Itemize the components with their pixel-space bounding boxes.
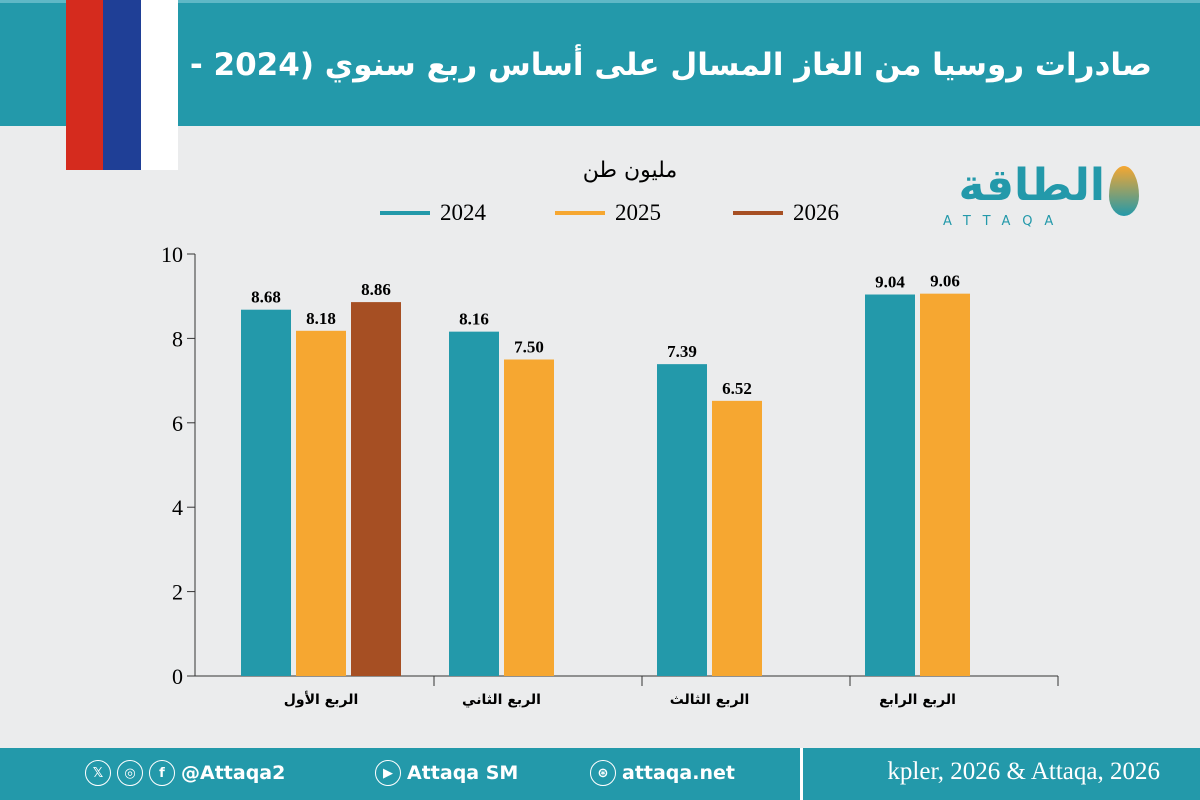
y-tick-label: 0 <box>172 664 183 689</box>
instagram-icon[interactable]: ◎ <box>117 760 143 786</box>
x-twitter-icon[interactable]: 𝕏 <box>85 760 111 786</box>
social-handle[interactable]: @Attaqa2 <box>181 762 286 784</box>
russia-flag <box>66 0 178 170</box>
y-axis-unit: مليون طن <box>582 158 678 183</box>
data-label: 8.16 <box>459 310 489 329</box>
data-label: 6.52 <box>722 379 752 398</box>
legend: 2024 2025 2026 <box>0 200 1200 230</box>
legend-label: 2024 <box>440 200 486 225</box>
website-link[interactable]: attaqa.net <box>622 762 735 784</box>
y-tick-label: 8 <box>172 326 183 351</box>
bar-2024 <box>657 364 707 676</box>
legend-swatch <box>380 211 430 215</box>
youtube-icon[interactable]: ▶ <box>375 760 401 786</box>
category-label: الربع الثاني <box>462 692 541 708</box>
logo-english: ATTAQA <box>943 214 1066 229</box>
bar-2024 <box>449 331 499 676</box>
bar-2024 <box>865 294 915 676</box>
category-label: الربع الثالث <box>670 692 750 708</box>
data-label: 8.68 <box>251 288 281 307</box>
logo-arabic: الطاقة <box>958 160 1105 211</box>
data-label: 8.18 <box>306 309 336 328</box>
legend-label: 2025 <box>615 200 661 225</box>
flag-stripe-white <box>140 0 178 170</box>
category-label: الربع الأول <box>284 691 359 708</box>
y-tick-label: 4 <box>172 495 183 520</box>
data-label: 9.06 <box>930 272 960 291</box>
bar-chart: 0 2 4 6 8 10 8.68 8.18 8.86 الربع الأول 8.16 7.50 ال… <box>161 242 1059 708</box>
attaqa-logo: الطاقة ATTAQA <box>925 160 1145 240</box>
facebook-icon[interactable]: f <box>149 760 175 786</box>
legend-label: 2026 <box>793 200 839 225</box>
y-tick-label: 10 <box>161 242 183 267</box>
footer-divider <box>800 748 803 800</box>
bar-2025 <box>504 359 554 676</box>
source-text: kpler, 2026 & Attaqa, 2026 <box>887 758 1160 785</box>
globe-icon[interactable]: ⊛ <box>590 760 616 786</box>
flag-stripe-blue <box>103 0 141 170</box>
drop-icon <box>1109 166 1139 216</box>
legend-swatch <box>555 211 605 215</box>
youtube-channel[interactable]: Attaqa SM <box>407 762 519 784</box>
data-label: 7.50 <box>514 338 544 357</box>
category-label: الربع الرابع <box>879 692 956 708</box>
legend-item-2025: 2025 <box>555 200 661 226</box>
data-label: 7.39 <box>667 342 697 361</box>
bar-2025 <box>712 400 762 676</box>
data-label: 9.04 <box>875 273 905 292</box>
bar-2026 <box>351 302 401 676</box>
bar-2024 <box>241 309 291 676</box>
bar-2025 <box>296 330 346 676</box>
y-tick-label: 6 <box>172 411 183 436</box>
flag-stripe-red <box>66 0 104 170</box>
data-label: 8.86 <box>361 280 391 299</box>
footer: 𝕏 ◎ f @Attaqa2 ▶ Attaqa SM ⊛ attaqa.net … <box>0 748 1200 800</box>
legend-swatch <box>733 211 783 215</box>
bar-2025 <box>920 293 970 676</box>
legend-item-2026: 2026 <box>733 200 839 226</box>
y-tick-label: 2 <box>172 580 183 605</box>
legend-item-2024: 2024 <box>380 200 486 226</box>
